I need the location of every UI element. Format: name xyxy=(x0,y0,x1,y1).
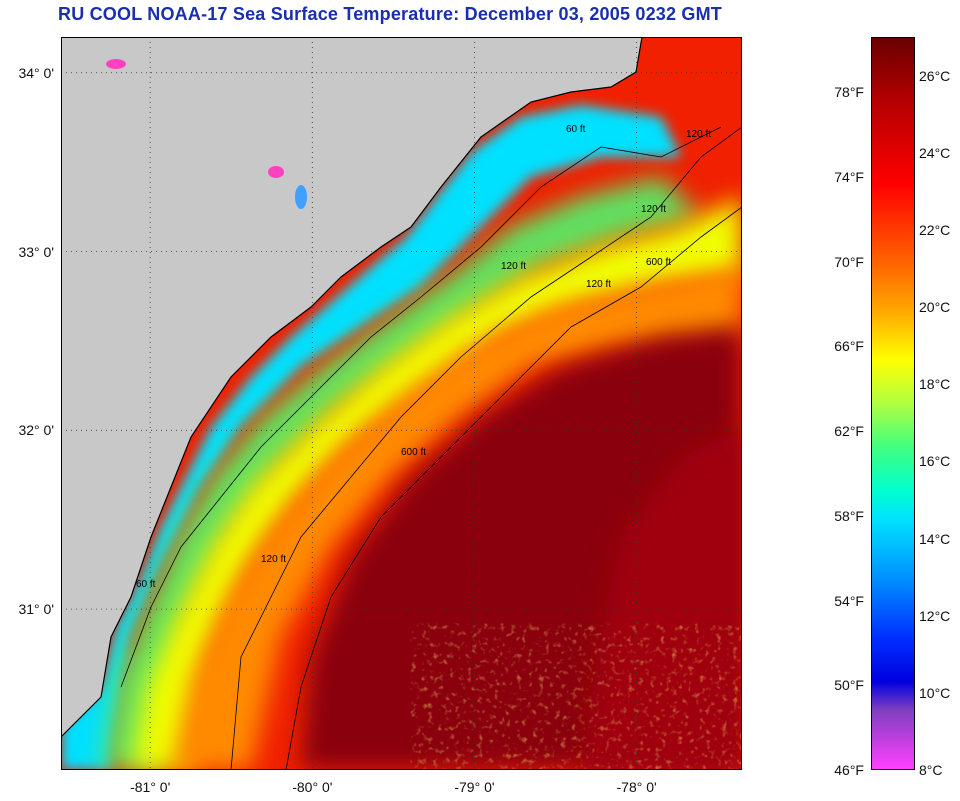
c-tick-6: 14°C xyxy=(919,530,951,547)
f-tick-7: 50°F xyxy=(834,677,864,694)
lat-label-3: 31° 0' xyxy=(18,601,54,618)
map-frame xyxy=(61,37,742,770)
c-tick-3: 20°C xyxy=(919,299,951,316)
c-tick-1: 24°C xyxy=(919,144,951,161)
sst-map-svg: 60 ft 60 ft 120 ft 120 ft 120 ft 600 ft 120 ft… xyxy=(60,36,743,771)
isobath-label-5: 600 ft xyxy=(646,257,671,268)
isobath-label-8: 120 ft xyxy=(641,204,666,215)
c-tick-7: 12°C xyxy=(919,607,951,624)
isobath-120ft xyxy=(230,126,743,771)
c-tick-8: 10°C xyxy=(919,684,951,701)
island-1 xyxy=(106,59,126,69)
isobath-label-3: 120 ft xyxy=(501,261,526,272)
chart-title: RU COOL NOAA-17 Sea Surface Temperature:… xyxy=(58,4,722,24)
c-tick-5: 16°C xyxy=(919,453,951,470)
isobath-label-6: 120 ft xyxy=(261,554,286,565)
c-tick-0: 26°C xyxy=(919,67,951,84)
sst-map: 60 ft 60 ft 120 ft 120 ft 120 ft 600 ft 120 ft… xyxy=(60,36,743,771)
isobath-label-7: 600 ft xyxy=(401,447,426,458)
isobath-label-4: 120 ft xyxy=(586,279,611,290)
c-tick-9: 8°C xyxy=(919,762,943,778)
isobath-labels: 60 ft 60 ft 120 ft 120 ft 120 ft 600 ft 120 ft… xyxy=(136,124,711,590)
f-tick-0: 78°F xyxy=(834,84,864,101)
isobath-label-1: 60 ft xyxy=(566,124,586,135)
lat-label-1: 33° 0' xyxy=(18,243,54,260)
coastline xyxy=(60,36,643,738)
c-tick-4: 18°C xyxy=(919,376,951,393)
isobath-60ft xyxy=(120,126,722,688)
isobath-label-0: 60 ft xyxy=(136,579,156,590)
gridlines xyxy=(61,37,742,770)
island-3 xyxy=(295,185,307,209)
isobath-600ft xyxy=(285,206,743,771)
lon-label-0: -81° 0' xyxy=(130,779,171,795)
lon-label-1: -80° 0' xyxy=(292,779,333,795)
colorbar xyxy=(871,37,915,770)
f-tick-6: 54°F xyxy=(834,592,864,609)
f-tick-8: 46°F xyxy=(834,762,864,778)
f-tick-1: 74°F xyxy=(834,168,864,185)
f-tick-5: 58°F xyxy=(834,507,864,524)
lon-label-2: -79° 0' xyxy=(454,779,495,795)
f-tick-2: 70°F xyxy=(834,253,864,270)
isobath-label-2: 120 ft xyxy=(686,129,711,140)
f-tick-4: 62°F xyxy=(834,423,864,440)
lon-label-3: -78° 0' xyxy=(616,779,657,795)
lat-label-0: 34° 0' xyxy=(18,64,54,81)
f-tick-3: 66°F xyxy=(834,338,864,355)
lat-label-2: 32° 0' xyxy=(18,422,54,439)
c-tick-2: 22°C xyxy=(919,221,951,238)
island-2 xyxy=(268,166,284,178)
